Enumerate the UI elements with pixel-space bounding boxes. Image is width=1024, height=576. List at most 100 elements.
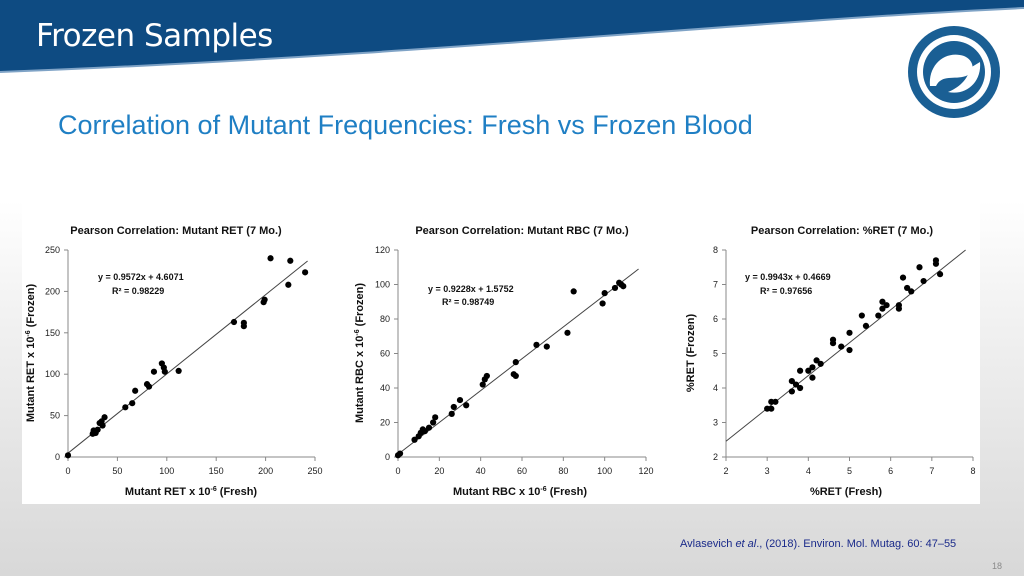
y-tick-label: 80 [380, 314, 390, 324]
data-point [908, 288, 915, 295]
x-tick-label: 2 [723, 466, 728, 476]
figure-panel [22, 200, 980, 504]
x-axis-label: %RET (Fresh) [810, 486, 882, 498]
data-point [788, 378, 795, 385]
x-tick-label: 4 [806, 466, 811, 476]
data-point [599, 300, 606, 307]
data-point [838, 343, 845, 350]
data-point [846, 329, 853, 336]
data-point [936, 271, 944, 278]
data-point [421, 428, 428, 435]
x-tick-label: 20 [434, 466, 444, 476]
chart-title: Pearson Correlation: Mutant RET (7 Mo.) [70, 225, 282, 237]
y-tick-label: 5 [713, 349, 718, 359]
data-point [601, 290, 608, 297]
data-point [512, 359, 519, 366]
data-point [161, 368, 168, 375]
data-point [611, 284, 619, 292]
y-axis-label: Mutant RBC x 10-6 (Frozen) [354, 283, 366, 423]
data-point [94, 426, 101, 433]
data-point [425, 424, 433, 431]
x-tick-label: 8 [970, 466, 975, 476]
data-point [287, 257, 294, 264]
x-axis-label: Mutant RBC x 10-6 (Fresh) [453, 486, 587, 498]
data-point [809, 374, 816, 381]
y-tick-label: 40 [380, 383, 390, 393]
regression-equation: y = 0.9228x + 1.5752 [428, 284, 514, 294]
data-point [512, 372, 519, 380]
y-tick-label: 20 [380, 418, 390, 428]
x-tick-label: 120 [638, 466, 653, 476]
data-point [858, 312, 865, 319]
x-tick-label: 0 [65, 466, 70, 476]
data-point [792, 381, 800, 388]
y-tick-label: 120 [375, 245, 390, 255]
data-point [904, 284, 911, 292]
x-tick-label: 5 [847, 466, 852, 476]
data-point [432, 414, 439, 421]
data-point [564, 329, 571, 336]
data-point [448, 410, 455, 417]
data-point [932, 257, 940, 264]
y-tick-label: 0 [385, 452, 390, 462]
data-point [788, 388, 795, 395]
x-tick-label: 100 [597, 466, 612, 476]
slide-title: Frozen Samples [36, 18, 273, 54]
data-point [543, 343, 550, 350]
page-number: 18 [992, 561, 1003, 571]
y-tick-label: 2 [713, 452, 718, 462]
data-point [240, 319, 247, 326]
data-point [64, 452, 72, 459]
data-point [817, 360, 824, 367]
data-point [797, 384, 804, 392]
regression-equation: y = 0.9943x + 0.4669 [745, 272, 831, 282]
x-tick-label: 6 [888, 466, 893, 476]
y-tick-label: 250 [45, 245, 60, 255]
x-tick-label: 0 [395, 466, 400, 476]
r-squared-label: R² = 0.97656 [760, 286, 812, 296]
y-axis-label: Mutant RET x 10-6 (Frozen) [25, 284, 37, 423]
data-point [145, 383, 153, 390]
x-tick-label: 60 [517, 466, 527, 476]
regression-equation: y = 0.9572x + 4.6071 [98, 272, 184, 282]
data-point [620, 283, 627, 290]
y-tick-label: 3 [713, 418, 718, 428]
data-point [175, 367, 182, 374]
r-squared-label: R² = 0.98749 [442, 297, 494, 307]
chart-title: Pearson Correlation: Mutant RBC (7 Mo.) [415, 225, 629, 237]
x-tick-label: 150 [209, 466, 224, 476]
y-tick-label: 7 [713, 280, 718, 290]
data-point [302, 269, 309, 276]
data-point [463, 402, 470, 409]
data-point [899, 274, 907, 281]
data-point [879, 305, 886, 312]
x-tick-label: 250 [307, 466, 322, 476]
x-tick-label: 40 [476, 466, 486, 476]
data-point [768, 405, 775, 412]
x-axis-label: Mutant RET x 10-6 (Fresh) [125, 486, 257, 498]
data-point [797, 367, 804, 374]
data-point [430, 419, 437, 426]
x-tick-label: 3 [765, 466, 770, 476]
data-point [132, 387, 139, 394]
title-banner [0, 0, 1024, 73]
x-tick-label: 200 [258, 466, 273, 476]
y-tick-label: 8 [713, 245, 718, 255]
scatter-chart-1: 0 50 100 150 200 250 0 50 100 150 200 250 Pearson Co… [25, 225, 323, 498]
y-tick-label: 50 [50, 411, 60, 421]
x-tick-label: 100 [159, 466, 174, 476]
scatter-chart-2: 0 20 40 60 80 100 120 0 20 40 60 80 100 120 Pearson Co… [354, 225, 654, 498]
data-point [809, 364, 816, 371]
data-point [883, 302, 890, 309]
scatter-chart-3: 2 3 4 5 6 7 8 2 3 4 5 6 7 8 Pearson Correlation: %RET … [685, 225, 976, 498]
data-point [267, 255, 274, 262]
data-point [916, 264, 923, 271]
y-tick-label: 100 [375, 280, 390, 290]
data-point [479, 381, 486, 388]
y-tick-label: 150 [45, 328, 60, 338]
y-tick-label: 6 [713, 314, 718, 324]
x-tick-label: 7 [929, 466, 934, 476]
data-point [396, 450, 404, 457]
data-point [862, 322, 870, 329]
